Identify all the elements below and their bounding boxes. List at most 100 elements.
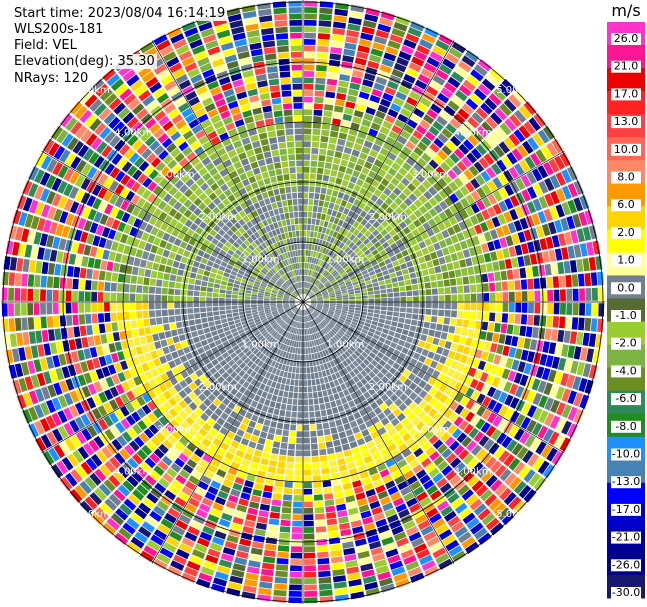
gate-cell xyxy=(226,229,234,237)
gate-cell xyxy=(424,131,436,142)
gate-cell xyxy=(335,323,342,329)
gate-cell xyxy=(395,91,407,101)
gate-cell xyxy=(311,340,315,347)
gate-cell xyxy=(561,388,571,403)
gate-cell xyxy=(225,212,234,220)
gate-cell xyxy=(380,310,387,315)
gate-cell xyxy=(110,282,117,292)
gate-cell xyxy=(183,199,193,208)
gate-cell xyxy=(359,210,367,218)
gate-cell xyxy=(304,329,307,335)
gate-cell xyxy=(490,131,502,144)
gate-cell xyxy=(298,393,303,399)
gate-cell xyxy=(310,299,317,301)
gate-cell xyxy=(22,409,33,424)
gate-cell xyxy=(317,429,324,437)
gate-cell xyxy=(327,72,339,80)
gate-cell xyxy=(452,223,462,234)
gate-cell xyxy=(526,171,537,185)
gate-cell xyxy=(438,558,453,570)
gate-cell xyxy=(293,341,297,348)
gate-cell xyxy=(284,475,294,482)
gate-cell xyxy=(276,305,283,308)
gate-cell xyxy=(310,430,317,437)
gate-cell xyxy=(268,460,278,467)
gate-cell xyxy=(430,316,438,323)
gate-cell xyxy=(235,322,242,328)
gate-cell xyxy=(303,134,312,141)
gate-cell xyxy=(393,572,408,583)
gate-cell xyxy=(345,495,356,503)
gate-cell xyxy=(228,320,235,326)
gate-cell xyxy=(170,446,181,457)
gate-cell xyxy=(67,137,79,151)
gate-cell xyxy=(204,408,214,417)
gate-cell xyxy=(338,516,349,524)
gate-cell xyxy=(186,258,194,266)
gate-cell xyxy=(220,183,229,192)
gate-cell xyxy=(71,241,79,253)
gate-cell xyxy=(212,206,221,215)
gate-cell xyxy=(306,237,310,244)
gate-cell xyxy=(147,234,156,244)
gate-cell xyxy=(276,334,282,341)
gate-cell xyxy=(158,332,166,340)
gate-cell xyxy=(78,314,86,325)
gate-cell xyxy=(131,121,143,133)
gate-cell xyxy=(465,257,473,267)
gate-cell xyxy=(274,347,279,354)
gate-cell xyxy=(313,288,319,293)
gate-cell xyxy=(164,330,172,339)
gate-cell xyxy=(268,317,274,322)
gate-cell xyxy=(332,568,345,577)
gate-cell xyxy=(303,160,310,167)
gate-cell xyxy=(523,121,536,135)
gate-cell xyxy=(444,397,454,408)
gate-cell xyxy=(213,246,221,253)
gate-cell xyxy=(142,416,153,427)
gate-cell xyxy=(191,232,200,241)
gate-cell xyxy=(483,293,490,302)
gate-cell xyxy=(178,205,188,215)
gate-cell xyxy=(324,255,329,262)
gate-cell xyxy=(413,431,423,442)
gate-cell xyxy=(454,392,464,403)
gate-cell xyxy=(226,203,235,212)
gate-cell xyxy=(356,178,364,187)
gate-cell xyxy=(442,348,450,357)
gate-cell xyxy=(281,285,287,290)
gate-cell xyxy=(119,264,127,273)
gate-cell xyxy=(432,154,444,165)
gate-cell xyxy=(199,374,208,383)
gate-cell xyxy=(91,408,102,420)
gate-cell xyxy=(203,379,212,388)
gate-cell xyxy=(324,104,334,111)
gate-cell xyxy=(417,157,428,168)
gate-cell xyxy=(98,270,106,281)
gate-cell xyxy=(495,282,502,292)
gate-cell xyxy=(358,423,367,432)
gate-cell xyxy=(218,559,233,569)
gate-cell xyxy=(316,317,321,323)
gate-cell xyxy=(262,451,271,459)
gate-cell xyxy=(175,548,190,560)
gate-cell xyxy=(283,303,289,306)
gate-cell xyxy=(442,420,453,431)
gate-cell xyxy=(406,68,419,78)
gate-cell xyxy=(485,219,495,230)
gate-cell xyxy=(402,226,411,235)
gate-cell xyxy=(232,267,239,273)
gate-cell xyxy=(469,284,477,293)
gate-cell xyxy=(399,202,408,211)
gate-cell xyxy=(62,252,70,264)
gate-cell xyxy=(288,319,293,325)
gate-cell xyxy=(79,267,87,279)
gate-cell xyxy=(349,441,358,449)
gate-cell xyxy=(245,313,252,317)
gate-cell xyxy=(317,300,324,302)
gate-cell xyxy=(321,288,327,293)
gate-cell xyxy=(117,283,124,292)
gate-cell xyxy=(303,256,306,263)
gate-cell xyxy=(332,282,338,287)
gate-cell xyxy=(347,348,354,355)
